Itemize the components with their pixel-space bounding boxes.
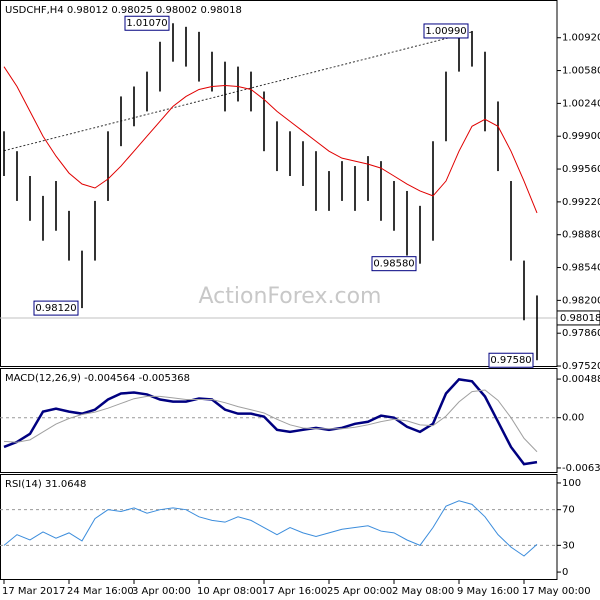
indicator-line xyxy=(3,377,538,466)
y-tick-label: 1.00580 xyxy=(562,66,600,77)
panel-title: USDCHF,H4 0.98012 0.98025 0.98002 0.9801… xyxy=(5,5,242,16)
x-tick-label: 9 May 16:00 xyxy=(457,586,519,597)
price-label: 1.00990 xyxy=(425,26,466,37)
current-price-label: 0.98018 xyxy=(560,313,600,324)
y-tick-label: 30 xyxy=(562,540,575,551)
y-tick-label: 100 xyxy=(562,478,581,489)
x-tick-label: 10 Apr 08:00 xyxy=(197,586,262,597)
y-tick-label: 0.98880 xyxy=(562,230,600,241)
y-tick-label: 0.99220 xyxy=(562,197,600,208)
y-tick-label: 0 xyxy=(562,567,568,578)
x-tick-label: 25 Apr 00:00 xyxy=(327,586,392,597)
panel-frame xyxy=(0,0,558,367)
x-tick-label: 17 Mar 2017 xyxy=(2,586,65,597)
price-label: 0.98120 xyxy=(35,303,76,314)
y-tick-label: 0.99900 xyxy=(562,131,600,142)
indicator-line xyxy=(3,389,538,453)
y-tick-label: 0.99560 xyxy=(562,164,600,175)
price-label: 1.01070 xyxy=(126,18,167,29)
indicator-line xyxy=(3,66,538,214)
y-tick-label: 0.97520 xyxy=(562,361,600,372)
watermark: ActionForex.com xyxy=(199,284,382,309)
x-tick-label: 3 Apr 00:00 xyxy=(132,586,191,597)
price-label-box xyxy=(371,256,417,272)
y-tick-label: 0.00 xyxy=(562,413,584,424)
current-price-box xyxy=(556,310,600,326)
x-tick-label: 17 Apr 16:00 xyxy=(262,586,327,597)
price-label: 0.98580 xyxy=(373,259,414,270)
y-tick-label: 0.004883 xyxy=(562,374,600,385)
y-tick-label: 0.98540 xyxy=(562,263,600,274)
panel-frame xyxy=(0,474,558,580)
price-label-box xyxy=(33,300,79,316)
indicator-line xyxy=(3,500,538,557)
x-tick-label: 24 Mar 16:00 xyxy=(67,586,134,597)
x-tick-label: 2 May 08:00 xyxy=(392,586,454,597)
y-tick-label: 1.00920 xyxy=(562,33,600,44)
panel-title: MACD(12,26,9) -0.004564 -0.005368 xyxy=(5,373,190,384)
panel-frame xyxy=(0,368,558,473)
price-label: 0.97580 xyxy=(490,355,531,366)
y-tick-label: 70 xyxy=(562,505,575,516)
price-label-box xyxy=(488,352,534,368)
x-tick-label: 17 May 00:00 xyxy=(522,586,591,597)
y-tick-label: 1.00240 xyxy=(562,98,600,109)
y-tick-label: 0.98200 xyxy=(562,295,600,306)
panel-title: RSI(14) 31.0648 xyxy=(5,479,86,490)
y-tick-label: -0.006354 xyxy=(562,463,600,474)
price-label-box xyxy=(423,23,469,39)
price-label-box xyxy=(124,15,170,31)
y-tick-label: 0.97860 xyxy=(562,328,600,339)
